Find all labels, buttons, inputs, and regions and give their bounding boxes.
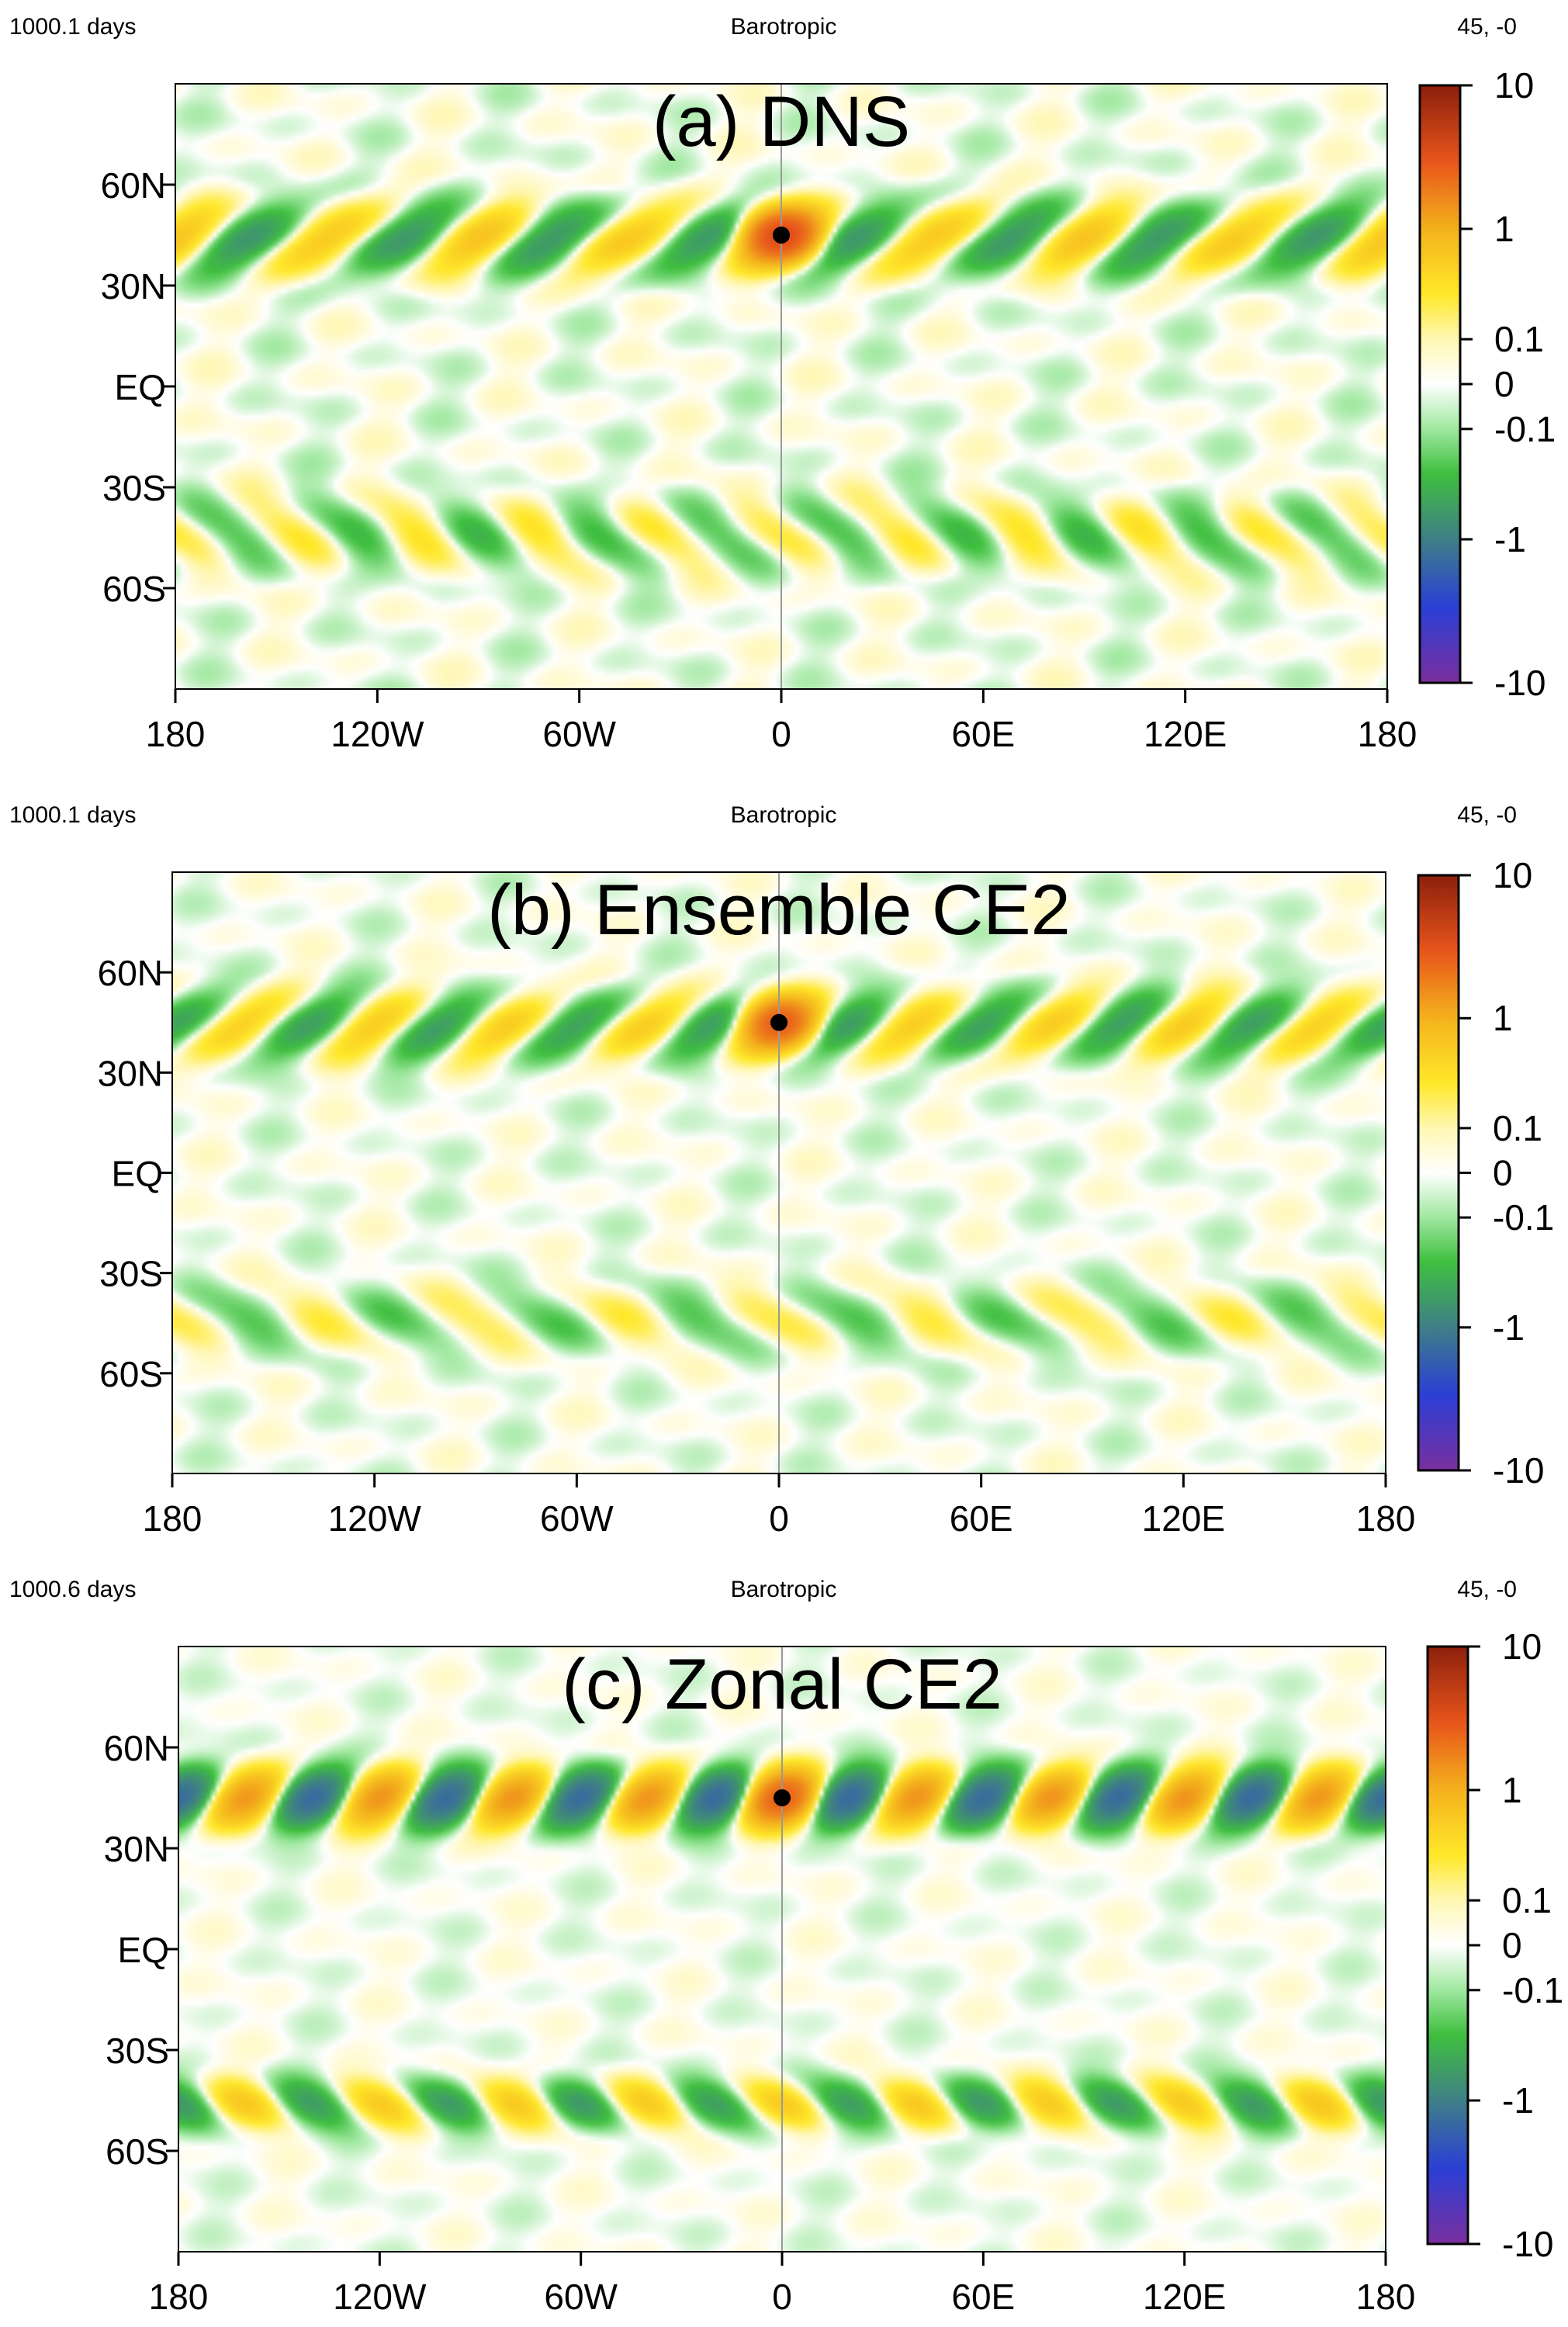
colorbar-tick-label: 0.1 (1493, 1108, 1542, 1148)
x-tick-label: 120W (333, 2277, 427, 2317)
y-tick-label: 60S (106, 2131, 169, 2172)
colorbar-tick-label: -1 (1494, 519, 1526, 559)
time-label: 1000.1 days (9, 14, 136, 40)
colorbar-tick-label: 0.1 (1502, 1880, 1552, 1920)
y-tick-label: 60N (98, 953, 163, 993)
colorbar-tick-label: 0 (1502, 1925, 1522, 1965)
x-tick-label: 0 (772, 2277, 792, 2317)
coord-label: 45, -0 (1457, 14, 1517, 40)
y-tick-label: 30S (102, 468, 166, 508)
panel-title: Barotropic (731, 1577, 837, 1602)
x-tick-label: 120W (331, 714, 424, 754)
colorbar (1417, 874, 1460, 1472)
colorbar (1426, 1645, 1469, 2246)
x-tick-label: 180 (1356, 2277, 1416, 2317)
y-tick-label: 60S (99, 1354, 163, 1394)
panel-c: 1000.6 days Barotropic 45, -0 (c) Zonal CE2… (9, 1577, 1563, 2317)
colorbar-tick-label: -0.1 (1494, 409, 1556, 449)
y-tick-label: 60N (101, 165, 166, 206)
colorbar-tick-label: -0.1 (1502, 1970, 1563, 2010)
x-tick-label: 120E (1142, 1498, 1225, 1539)
colorbar-tick-label: -10 (1502, 2224, 1553, 2264)
x-tick-label: 120E (1144, 714, 1227, 754)
x-tick-label: 180 (149, 2277, 209, 2317)
y-tick-label: EQ (112, 1154, 163, 1194)
colorbar-tick-label: 1 (1494, 209, 1514, 249)
colorbar-tick-label: -0.1 (1493, 1197, 1554, 1238)
colorbar-tick-label: -1 (1493, 1307, 1525, 1348)
y-tick-label: 30S (99, 1254, 163, 1294)
coord-label: 45, -0 (1457, 802, 1517, 828)
x-tick-label: 60E (950, 1498, 1013, 1539)
panel-label: (a) DNS (652, 82, 910, 161)
marker-point (770, 1013, 787, 1031)
colorbar-tick-label: 0 (1493, 1153, 1513, 1193)
time-label: 1000.1 days (9, 802, 136, 828)
colorbar-tick-label: 10 (1494, 65, 1534, 106)
x-tick-label: 60W (540, 1498, 614, 1539)
time-label: 1000.6 days (9, 1577, 136, 1602)
panel-label: (b) Ensemble CE2 (487, 871, 1071, 950)
y-tick-label: EQ (115, 367, 166, 407)
y-tick-label: EQ (118, 1930, 169, 1970)
panel-b: 1000.1 days Barotropic 45, -0 (b) Ensemble … (9, 802, 1554, 1539)
x-tick-label: 0 (769, 1498, 789, 1539)
colorbar-tick-label: -10 (1493, 1450, 1544, 1491)
marker-point (773, 227, 790, 244)
x-tick-label: 180 (1356, 1498, 1416, 1539)
colorbar-tick-label: 0 (1494, 364, 1514, 404)
colorbar (1418, 84, 1462, 684)
x-tick-label: 120W (328, 1498, 422, 1539)
y-tick-label: 30N (104, 1829, 169, 1869)
y-tick-label: 60S (102, 569, 166, 609)
x-tick-label: 180 (1358, 714, 1417, 754)
coord-label: 45, -0 (1457, 1577, 1517, 1602)
panel-title: Barotropic (731, 14, 837, 40)
colorbar-tick-label: 1 (1493, 998, 1513, 1038)
colorbar-tick-label: 0.1 (1494, 319, 1544, 359)
marker-point (774, 1789, 791, 1806)
x-tick-label: 60E (951, 714, 1015, 754)
x-tick-label: 60E (951, 2277, 1015, 2317)
panel-label: (c) Zonal CE2 (562, 1645, 1002, 1724)
x-tick-label: 60W (542, 714, 616, 754)
colorbar-tick-label: 10 (1502, 1626, 1542, 1667)
colorbar-tick-label: 10 (1493, 855, 1532, 895)
y-tick-label: 60N (104, 1728, 169, 1768)
y-tick-label: 30S (106, 2031, 169, 2071)
x-tick-label: 120E (1143, 2277, 1226, 2317)
x-tick-label: 180 (146, 714, 206, 754)
y-tick-label: 30N (101, 266, 166, 306)
colorbar-tick-label: -1 (1502, 2080, 1534, 2121)
x-tick-label: 60W (544, 2277, 618, 2317)
panel-title: Barotropic (731, 802, 837, 828)
x-tick-label: 0 (771, 714, 791, 754)
colorbar-tick-label: 1 (1502, 1770, 1522, 1810)
panel-a: 1000.1 days Barotropic 45, -0 (a) DNS 60N 30N… (9, 14, 1556, 754)
colorbar-tick-label: -10 (1494, 663, 1546, 703)
x-tick-label: 180 (143, 1498, 202, 1539)
y-tick-label: 30N (98, 1053, 163, 1093)
